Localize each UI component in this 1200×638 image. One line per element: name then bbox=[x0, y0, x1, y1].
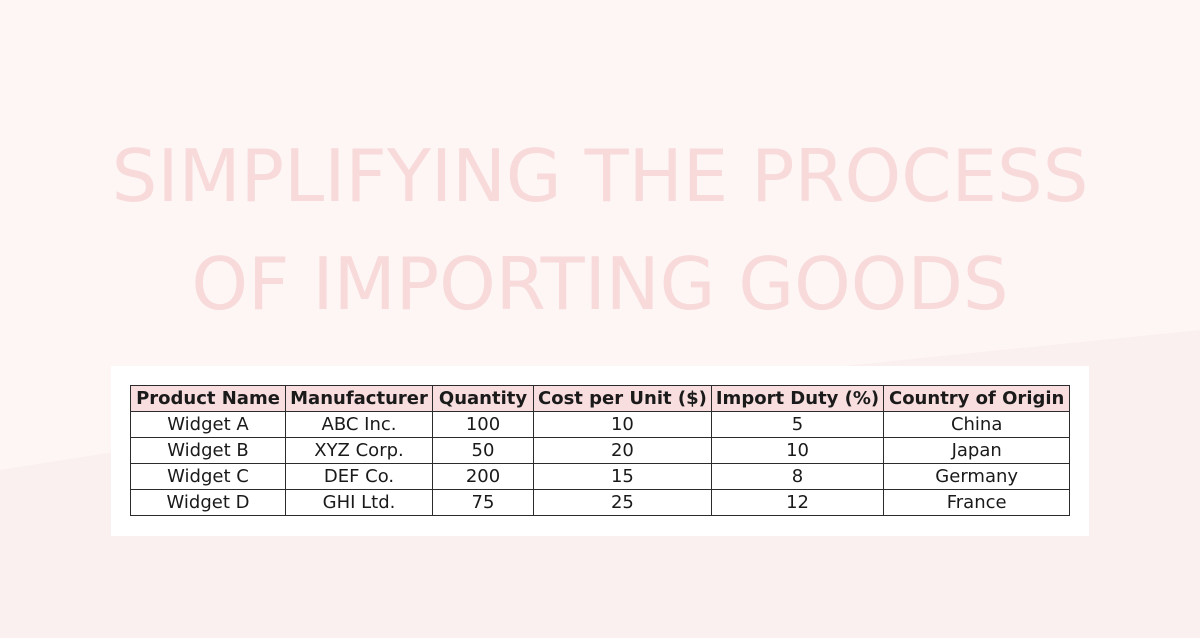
cell-quantity: 75 bbox=[432, 489, 534, 516]
cell-manufacturer: ABC Inc. bbox=[285, 411, 433, 438]
cell-cost-per-unit: 15 bbox=[533, 463, 712, 490]
header-product-name: Product Name bbox=[130, 385, 286, 412]
cell-cost-per-unit: 25 bbox=[533, 489, 712, 516]
import-goods-table: Product Name Manufacturer Quantity Cost … bbox=[130, 385, 1071, 516]
cell-product-name: Widget B bbox=[130, 437, 286, 464]
cell-product-name: Widget D bbox=[130, 489, 286, 516]
cell-product-name: Widget A bbox=[130, 411, 286, 438]
table-header-row: Product Name Manufacturer Quantity Cost … bbox=[130, 385, 1071, 412]
header-quantity: Quantity bbox=[432, 385, 534, 412]
cell-manufacturer: GHI Ltd. bbox=[285, 489, 433, 516]
header-cost-per-unit: Cost per Unit ($) bbox=[533, 385, 712, 412]
cell-cost-per-unit: 20 bbox=[533, 437, 712, 464]
cell-import-duty: 8 bbox=[710, 463, 885, 490]
cell-import-duty: 10 bbox=[710, 437, 885, 464]
header-import-duty: Import Duty (%) bbox=[710, 385, 885, 412]
cell-import-duty: 12 bbox=[710, 489, 885, 516]
table-row: Widget D GHI Ltd. 75 25 12 France bbox=[130, 489, 1071, 516]
cell-country-of-origin: France bbox=[883, 489, 1071, 516]
table-row: Widget C DEF Co. 200 15 8 Germany bbox=[130, 463, 1071, 490]
table-row: Widget A ABC Inc. 100 10 5 China bbox=[130, 411, 1071, 438]
header-country-of-origin: Country of Origin bbox=[883, 385, 1071, 412]
cell-product-name: Widget C bbox=[130, 463, 286, 490]
title-line-2: OF IMPORTING GOODS bbox=[191, 242, 1009, 326]
table-row: Widget B XYZ Corp. 50 20 10 Japan bbox=[130, 437, 1071, 464]
cell-cost-per-unit: 10 bbox=[533, 411, 712, 438]
cell-quantity: 200 bbox=[432, 463, 534, 490]
page-title: SIMPLIFYING THE PROCESS OF IMPORTING GOO… bbox=[0, 122, 1200, 338]
header-manufacturer: Manufacturer bbox=[285, 385, 433, 412]
cell-import-duty: 5 bbox=[710, 411, 885, 438]
cell-manufacturer: XYZ Corp. bbox=[285, 437, 433, 464]
table-card: Product Name Manufacturer Quantity Cost … bbox=[111, 366, 1089, 536]
cell-quantity: 50 bbox=[432, 437, 534, 464]
cell-manufacturer: DEF Co. bbox=[285, 463, 433, 490]
cell-country-of-origin: Japan bbox=[883, 437, 1071, 464]
cell-quantity: 100 bbox=[432, 411, 534, 438]
cell-country-of-origin: Germany bbox=[883, 463, 1071, 490]
title-line-1: SIMPLIFYING THE PROCESS bbox=[111, 134, 1089, 218]
cell-country-of-origin: China bbox=[883, 411, 1071, 438]
